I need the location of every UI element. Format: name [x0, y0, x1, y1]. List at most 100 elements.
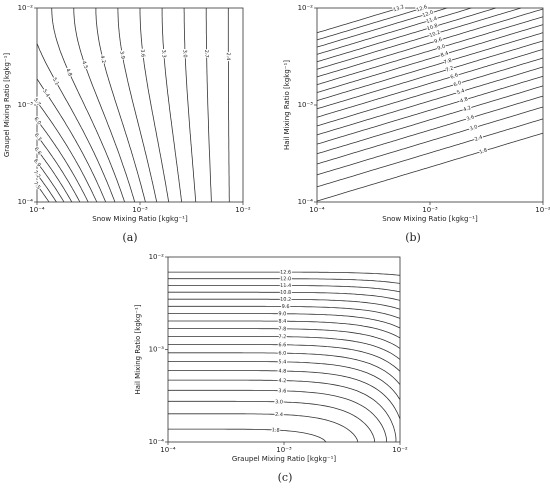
contour-line	[316, 7, 497, 63]
contour-line	[95, 8, 146, 203]
contour-line	[161, 8, 183, 203]
contour-line	[36, 162, 65, 203]
contour-label: 4.8	[278, 368, 286, 374]
contour-line	[168, 271, 401, 276]
contour-label: 3.3	[160, 50, 167, 58]
contour-line	[168, 389, 387, 442]
contour-line	[36, 101, 98, 203]
contour-label: 2.4	[474, 135, 483, 143]
contour-label: 5.4	[41, 88, 50, 98]
contour-line	[316, 95, 544, 165]
contour-label: 3.0	[469, 124, 478, 132]
contour-label: 12.0	[280, 276, 291, 282]
contour-line	[183, 8, 197, 203]
contour-label: 3.6	[466, 114, 475, 122]
x-axis-label: Snow Mixing Ratio [kgkg⁻¹]	[382, 215, 478, 223]
contour-label: 11.4	[280, 283, 291, 289]
contour-label: 6.6	[278, 342, 286, 348]
contour-label: 2.4	[225, 52, 231, 60]
panel-label: (c)	[278, 471, 293, 484]
contour-line	[36, 119, 89, 203]
contour-label: 12.6	[416, 4, 428, 13]
y-axis-label: Hail Mixing Ratio [kgkg⁻¹]	[283, 60, 291, 150]
contour-line	[168, 336, 401, 360]
contour-label: 3.9	[118, 51, 125, 60]
x-tick-label: 10⁻⁴	[309, 206, 325, 214]
y-axis-label: Graupel Mixing Ratio [kgkg⁻¹]	[3, 53, 11, 158]
contour-label: 6.9	[32, 158, 42, 168]
contour-line	[168, 379, 397, 443]
contour-line	[51, 7, 125, 203]
contour-label: 2.7	[203, 50, 209, 58]
contour-label: 6.0	[278, 351, 286, 357]
contour-label: 3.0	[275, 399, 283, 405]
contour-line	[36, 173, 57, 203]
contour-label: 12.0	[422, 10, 434, 19]
contour-label: 4.2	[99, 55, 107, 64]
contour-label: 7.2	[445, 65, 454, 73]
contour-label: 5.4	[278, 359, 286, 365]
y-tick-label: 10⁻⁴	[18, 198, 34, 206]
contour-line	[316, 7, 522, 70]
contour-label: 4.8	[64, 68, 73, 78]
panel: 10⁻⁴ 10⁻³ 10⁻² 10⁻⁴ 10⁻³ 10⁻² Graupel Mixing R…	[134, 253, 408, 484]
contour-label: 10.8	[280, 290, 291, 296]
contour-line	[316, 7, 400, 34]
contour-label: 8.4	[440, 51, 449, 59]
x-tick-label: 10⁻²	[235, 206, 251, 214]
contour-line	[73, 8, 136, 203]
y-tick-label: 10⁻²	[149, 253, 165, 261]
panel: 10⁻⁴ 10⁻³ 10⁻² 10⁻⁴ 10⁻³ 10⁻² Snow Mixing Rati…	[283, 3, 550, 244]
x-tick-label: 10⁻²	[535, 206, 550, 214]
contour-label: 4.5	[80, 60, 88, 69]
contour-line	[36, 43, 116, 203]
x-tick-label: 10⁻²	[392, 446, 408, 454]
contour-line	[117, 8, 158, 203]
contour-line	[168, 291, 401, 301]
y-tick-label: 10⁻³	[149, 346, 165, 354]
contour-line	[168, 320, 401, 339]
panel: 10⁻⁴ 10⁻³ 10⁻² 10⁻⁴ 10⁻³ 10⁻² Snow Mixing Rati…	[3, 4, 251, 244]
x-axis-label: Snow Mixing Ratio [kgkg⁻¹]	[92, 215, 188, 223]
contour-label: 5.4	[456, 88, 465, 96]
contour-label: 10.2	[429, 30, 441, 39]
contour-label: 3.6	[139, 49, 146, 58]
contour-label: 6.6	[450, 72, 459, 80]
contour-line	[168, 298, 401, 310]
panel-label: (b)	[405, 231, 421, 244]
panel-label: (a)	[122, 231, 137, 244]
contour-line	[316, 8, 544, 78]
contour-line	[316, 75, 544, 145]
y-tick-label: 10⁻³	[18, 101, 34, 109]
y-tick-label: 10⁻²	[18, 4, 34, 12]
contour-label: 2.4	[275, 412, 283, 418]
contour-label: 7.2	[278, 334, 286, 340]
contour-line	[316, 48, 544, 118]
contour-line	[205, 8, 212, 203]
y-tick-label: 10⁻³	[298, 101, 314, 109]
contour-line	[316, 7, 424, 41]
contour-line	[316, 7, 472, 55]
contour-line	[316, 85, 544, 155]
contour-label: 13.2	[393, 4, 405, 13]
x-tick-label: 10⁻⁴	[29, 206, 45, 214]
contour-line	[168, 428, 327, 443]
contour-label: 4.2	[278, 378, 286, 384]
contour-line	[316, 118, 544, 188]
contour-label: 4.8	[459, 96, 468, 104]
contour-line	[139, 8, 170, 203]
contour-line	[316, 16, 544, 85]
contour-label: 6.3	[33, 132, 43, 142]
contour-label: 9.0	[278, 311, 286, 317]
contour-label: 7.2	[32, 169, 41, 179]
contour-line	[227, 8, 230, 202]
plot-frame	[36, 7, 244, 203]
contour-label: 1.8	[479, 147, 488, 155]
contour-label: 3.0	[181, 50, 187, 58]
y-tick-label: 10⁻⁴	[298, 198, 314, 206]
contour-label: 1.8	[272, 427, 280, 433]
contour-label: 8.4	[278, 319, 286, 325]
contour-label: 6.6	[33, 146, 43, 156]
contour-line	[168, 413, 359, 443]
